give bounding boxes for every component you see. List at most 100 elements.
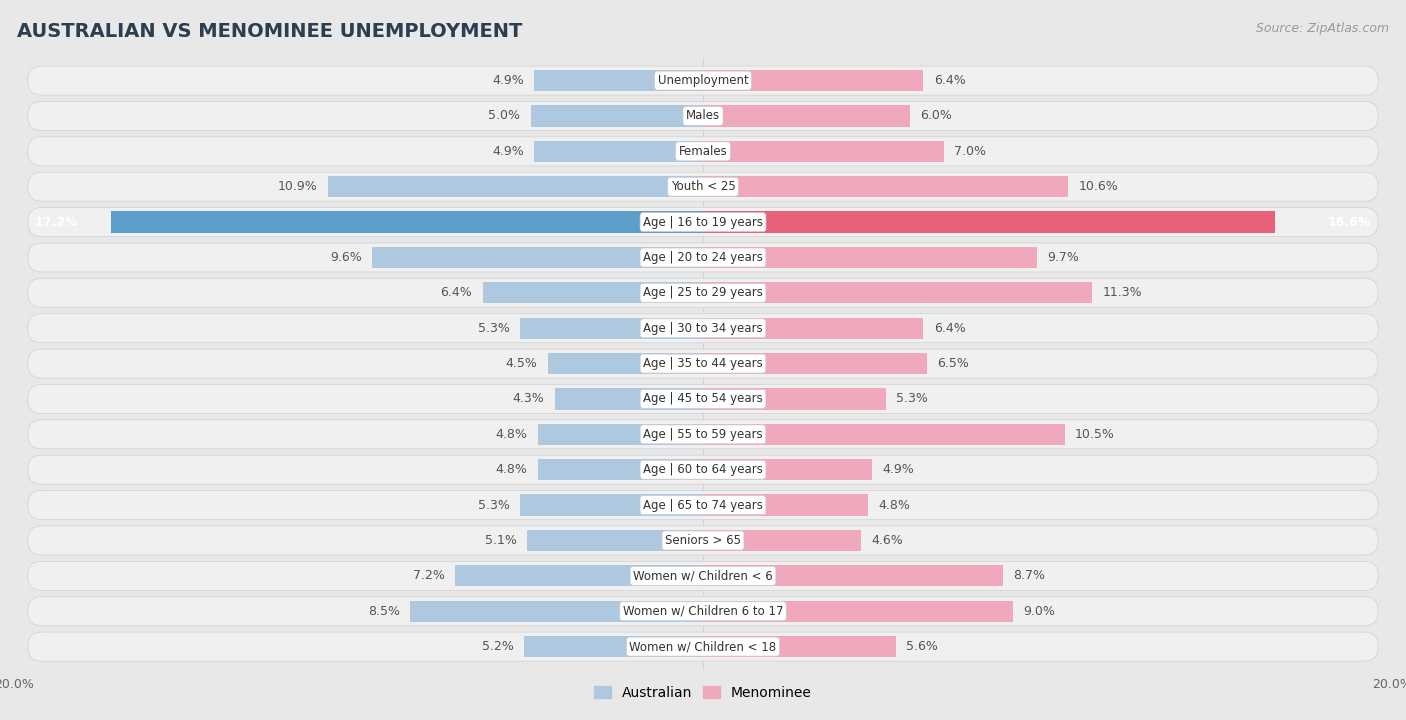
Text: 6.4%: 6.4%: [934, 74, 966, 87]
Text: 4.3%: 4.3%: [513, 392, 544, 405]
Bar: [703, 388, 886, 410]
Text: 4.9%: 4.9%: [492, 145, 524, 158]
Text: 4.5%: 4.5%: [506, 357, 537, 370]
Bar: [520, 495, 703, 516]
Bar: [703, 70, 924, 91]
Text: Age | 65 to 74 years: Age | 65 to 74 years: [643, 499, 763, 512]
Text: 5.2%: 5.2%: [482, 640, 513, 653]
Bar: [548, 353, 703, 374]
Text: 10.5%: 10.5%: [1076, 428, 1115, 441]
Text: 5.3%: 5.3%: [478, 499, 510, 512]
Bar: [328, 176, 703, 197]
Text: 5.3%: 5.3%: [478, 322, 510, 335]
Bar: [703, 247, 1038, 268]
Text: 11.3%: 11.3%: [1102, 287, 1142, 300]
FancyBboxPatch shape: [28, 455, 1378, 485]
Text: 6.0%: 6.0%: [920, 109, 952, 122]
Text: Women w/ Children 6 to 17: Women w/ Children 6 to 17: [623, 605, 783, 618]
Text: Males: Males: [686, 109, 720, 122]
Text: Unemployment: Unemployment: [658, 74, 748, 87]
Bar: [537, 424, 703, 445]
Bar: [534, 140, 703, 162]
Bar: [456, 565, 703, 587]
Text: 10.9%: 10.9%: [277, 180, 318, 193]
Bar: [703, 600, 1012, 622]
Bar: [111, 212, 703, 233]
Text: 7.0%: 7.0%: [955, 145, 987, 158]
Text: 4.6%: 4.6%: [872, 534, 904, 547]
Text: Age | 30 to 34 years: Age | 30 to 34 years: [643, 322, 763, 335]
Bar: [703, 176, 1069, 197]
Bar: [703, 212, 1275, 233]
FancyBboxPatch shape: [28, 66, 1378, 95]
Bar: [482, 282, 703, 303]
Bar: [531, 105, 703, 127]
Text: 4.9%: 4.9%: [882, 463, 914, 476]
FancyBboxPatch shape: [28, 102, 1378, 130]
Text: Age | 45 to 54 years: Age | 45 to 54 years: [643, 392, 763, 405]
Text: 6.5%: 6.5%: [938, 357, 969, 370]
FancyBboxPatch shape: [28, 384, 1378, 413]
Text: 5.0%: 5.0%: [488, 109, 520, 122]
Text: Age | 16 to 19 years: Age | 16 to 19 years: [643, 215, 763, 228]
Text: 7.2%: 7.2%: [413, 570, 444, 582]
FancyBboxPatch shape: [28, 349, 1378, 378]
Text: 5.3%: 5.3%: [896, 392, 928, 405]
FancyBboxPatch shape: [28, 597, 1378, 626]
Text: 4.8%: 4.8%: [879, 499, 911, 512]
Bar: [703, 636, 896, 657]
Bar: [537, 459, 703, 480]
Text: 9.6%: 9.6%: [330, 251, 361, 264]
Text: 5.6%: 5.6%: [907, 640, 938, 653]
Text: 8.7%: 8.7%: [1012, 570, 1045, 582]
Text: 4.9%: 4.9%: [492, 74, 524, 87]
FancyBboxPatch shape: [28, 632, 1378, 661]
Bar: [534, 70, 703, 91]
FancyBboxPatch shape: [28, 420, 1378, 449]
Bar: [703, 282, 1092, 303]
FancyBboxPatch shape: [28, 243, 1378, 272]
Text: 8.5%: 8.5%: [368, 605, 399, 618]
Text: 16.6%: 16.6%: [1329, 215, 1371, 228]
Text: Age | 25 to 29 years: Age | 25 to 29 years: [643, 287, 763, 300]
Bar: [520, 318, 703, 339]
Text: 9.7%: 9.7%: [1047, 251, 1080, 264]
Bar: [703, 105, 910, 127]
Text: Youth < 25: Youth < 25: [671, 180, 735, 193]
Text: Age | 55 to 59 years: Age | 55 to 59 years: [643, 428, 763, 441]
Text: 6.4%: 6.4%: [934, 322, 966, 335]
Text: Females: Females: [679, 145, 727, 158]
FancyBboxPatch shape: [28, 490, 1378, 520]
Text: Source: ZipAtlas.com: Source: ZipAtlas.com: [1256, 22, 1389, 35]
Text: 10.6%: 10.6%: [1078, 180, 1118, 193]
Bar: [555, 388, 703, 410]
Text: 4.8%: 4.8%: [495, 463, 527, 476]
Legend: Australian, Menominee: Australian, Menominee: [589, 680, 817, 706]
Bar: [703, 495, 869, 516]
FancyBboxPatch shape: [28, 207, 1378, 237]
Text: Age | 60 to 64 years: Age | 60 to 64 years: [643, 463, 763, 476]
Text: 4.8%: 4.8%: [495, 428, 527, 441]
Bar: [703, 459, 872, 480]
Bar: [703, 565, 1002, 587]
Text: 5.1%: 5.1%: [485, 534, 517, 547]
FancyBboxPatch shape: [28, 172, 1378, 201]
Text: Age | 20 to 24 years: Age | 20 to 24 years: [643, 251, 763, 264]
Text: Age | 35 to 44 years: Age | 35 to 44 years: [643, 357, 763, 370]
Text: AUSTRALIAN VS MENOMINEE UNEMPLOYMENT: AUSTRALIAN VS MENOMINEE UNEMPLOYMENT: [17, 22, 522, 40]
Bar: [703, 140, 945, 162]
Bar: [527, 530, 703, 551]
Text: 9.0%: 9.0%: [1024, 605, 1056, 618]
Bar: [703, 353, 927, 374]
Text: 17.2%: 17.2%: [35, 215, 79, 228]
Bar: [703, 530, 862, 551]
Text: Seniors > 65: Seniors > 65: [665, 534, 741, 547]
Text: Women w/ Children < 18: Women w/ Children < 18: [630, 640, 776, 653]
Text: Women w/ Children < 6: Women w/ Children < 6: [633, 570, 773, 582]
FancyBboxPatch shape: [28, 562, 1378, 590]
Bar: [411, 600, 703, 622]
Bar: [703, 424, 1064, 445]
FancyBboxPatch shape: [28, 526, 1378, 555]
Bar: [524, 636, 703, 657]
FancyBboxPatch shape: [28, 279, 1378, 307]
